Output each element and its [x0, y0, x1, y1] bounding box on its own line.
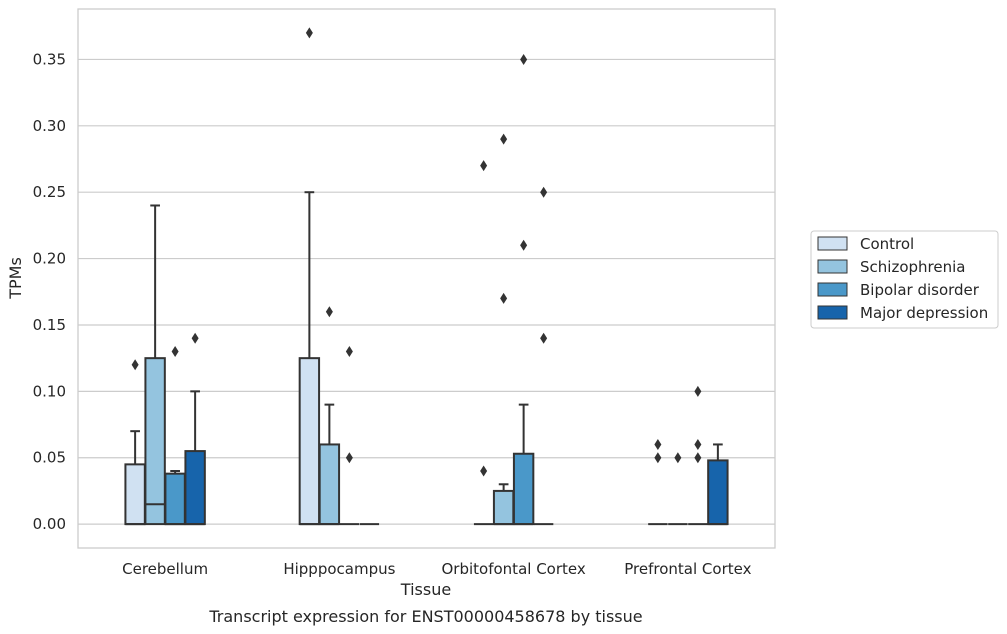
- boxes: [124, 27, 729, 526]
- y-tick-label: 0.00: [33, 515, 66, 533]
- outlier-point: [480, 465, 488, 477]
- outlier-point: [540, 332, 548, 344]
- box-bipolar-disorder: [688, 385, 708, 526]
- outlier-point: [480, 160, 488, 172]
- box-schizophrenia: [668, 452, 688, 526]
- box-body: [298, 357, 321, 526]
- legend-label: Schizophrenia: [860, 258, 965, 276]
- y-tick-label: 0.05: [33, 449, 66, 467]
- outlier-point: [171, 346, 179, 358]
- outlier-point: [305, 27, 313, 39]
- y-tick-label: 0.10: [33, 382, 66, 400]
- x-tick-label: Orbitofontal Cortex: [442, 560, 586, 578]
- outlier-point: [345, 452, 353, 464]
- box-body: [164, 472, 186, 526]
- legend-label: Control: [860, 235, 914, 253]
- x-tick-label: Prefrontal Cortex: [624, 560, 751, 578]
- outlier-point: [540, 186, 548, 198]
- outlier-point: [674, 452, 682, 464]
- box-control: [298, 27, 321, 526]
- y-tick-label: 0.30: [33, 117, 66, 135]
- outlier-point: [500, 292, 508, 304]
- legend-swatch: [817, 282, 848, 297]
- outlier-point: [131, 359, 139, 371]
- box-body: [144, 357, 166, 526]
- y-axis-ticks: 0.00 0.05 0.10 0.15 0.20 0.25 0.30 0.35: [33, 50, 66, 533]
- box-control: [473, 160, 494, 526]
- y-tick-label: 0.20: [33, 250, 66, 268]
- box-major-depression: [533, 186, 554, 526]
- x-tick-label: Hipppocampus: [283, 560, 395, 578]
- outlier-point: [191, 332, 199, 344]
- y-tick-label: 0.15: [33, 316, 66, 334]
- outlier-point: [345, 346, 353, 358]
- box-bipolar-disorder: [164, 346, 186, 526]
- outlier-point: [500, 133, 508, 145]
- outlier-point: [654, 452, 662, 464]
- y-tick-label: 0.35: [33, 50, 66, 68]
- y-axis-title: TPMs: [6, 257, 25, 300]
- outlier-point: [694, 385, 702, 397]
- plot-area-frame: [77, 8, 776, 549]
- box-bipolar-disorder: [339, 346, 360, 526]
- legend: Control Schizophrenia Bipolar disorder Majo…: [810, 230, 999, 329]
- box-body: [512, 452, 535, 526]
- outlier-point: [694, 438, 702, 450]
- box-major-depression: [184, 332, 206, 526]
- legend-label: Major depression: [860, 304, 988, 322]
- outlier-point: [325, 306, 333, 318]
- box-body: [492, 489, 515, 526]
- box-body: [184, 450, 206, 526]
- outlier-point: [520, 53, 528, 65]
- box-control: [648, 438, 668, 526]
- box-bipolar-disorder: [512, 53, 535, 526]
- x-axis-title: Tissue: [400, 580, 451, 599]
- outlier-point: [654, 438, 662, 450]
- chart-title: Transcript expression for ENST0000045867…: [208, 607, 642, 626]
- box-schizophrenia: [144, 204, 166, 526]
- legend-swatch: [817, 236, 848, 251]
- legend-frame: [810, 230, 999, 329]
- x-tick-label: Cerebellum: [122, 560, 208, 578]
- box-schizophrenia: [318, 306, 341, 526]
- gridlines: [78, 58, 775, 525]
- box-body: [707, 459, 729, 526]
- box-control: [124, 359, 146, 526]
- outlier-point: [520, 239, 528, 251]
- legend-swatch: [817, 259, 848, 274]
- outlier-point: [694, 452, 702, 464]
- box-body: [124, 463, 146, 526]
- legend-swatch: [817, 305, 848, 320]
- box-body: [318, 443, 341, 526]
- y-tick-label: 0.25: [33, 183, 66, 201]
- legend-label: Bipolar disorder: [860, 281, 980, 299]
- box-major-depression: [707, 443, 729, 526]
- x-axis-ticks: Cerebellum Hipppocampus Orbitofontal Corte…: [122, 560, 751, 578]
